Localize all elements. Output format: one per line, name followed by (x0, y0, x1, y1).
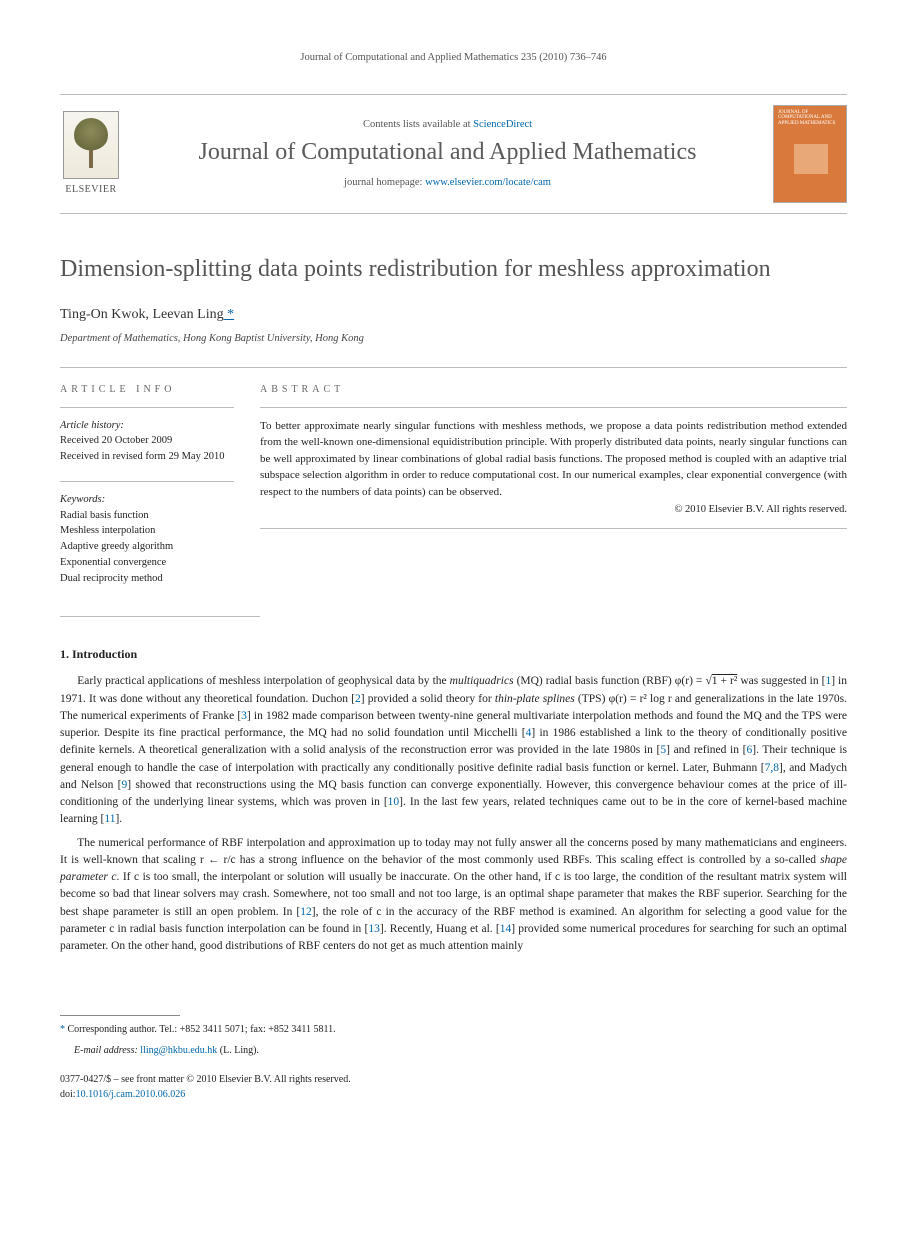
sciencedirect-link[interactable]: ScienceDirect (473, 119, 532, 130)
divider (260, 407, 847, 408)
elsevier-tree-icon (63, 111, 119, 179)
text: The numerical performance of RBF interpo… (60, 837, 847, 866)
keyword: Exponential convergence (60, 555, 234, 571)
publisher-logo: ELSEVIER (60, 105, 130, 203)
corr-author-text: Corresponding author. Tel.: +852 3411 50… (68, 1024, 336, 1035)
front-matter-line: 0377-0427/$ – see front matter © 2010 El… (60, 1072, 847, 1087)
corresponding-author-footnote: * Corresponding author. Tel.: +852 3411 … (60, 1022, 847, 1037)
ref-14-link[interactable]: 14 (500, 923, 512, 935)
ref-11-link[interactable]: 11 (104, 813, 115, 825)
homepage-pre: journal homepage: (344, 177, 425, 188)
text: ] provided a solid theory for (361, 693, 495, 705)
contents-available-line: Contents lists available at ScienceDirec… (138, 117, 757, 133)
authors-names: Ting-On Kwok, Leevan Ling (60, 307, 224, 322)
cover-title-text: JOURNAL OF COMPUTATIONAL AND APPLIED MAT… (778, 110, 842, 127)
article-history-block: Article history: Received 20 October 200… (60, 418, 234, 465)
cover-graphic-icon (794, 144, 828, 174)
abstract-head: ABSTRACT (260, 382, 847, 397)
abstract-text: To better approximate nearly singular fu… (260, 418, 847, 501)
info-abstract-row: ARTICLE INFO Article history: Received 2… (60, 382, 847, 603)
intro-paragraph-2: The numerical performance of RBF interpo… (60, 835, 847, 956)
journal-cover-thumb: JOURNAL OF COMPUTATIONAL AND APPLIED MAT… (765, 105, 847, 203)
footnote-divider (60, 1015, 180, 1016)
ref-13-link[interactable]: 13 (368, 923, 380, 935)
intro-paragraph-1: Early practical applications of meshless… (60, 673, 847, 828)
doi-block: 0377-0427/$ – see front matter © 2010 El… (60, 1072, 847, 1102)
ref-10-link[interactable]: 10 (388, 796, 400, 808)
term-tps: thin-plate splines (495, 693, 575, 705)
corresponding-author-mark[interactable]: * (224, 307, 235, 322)
divider (60, 367, 847, 368)
article-title: Dimension-splitting data points redistri… (60, 254, 847, 284)
term-multiquadrics: multiquadrics (450, 675, 514, 687)
keywords-block: Keywords: Radial basis function Meshless… (60, 492, 234, 587)
email-footnote: E-mail address: lling@hkbu.edu.hk (L. Li… (60, 1043, 847, 1058)
divider (260, 528, 847, 529)
affiliation: Department of Mathematics, Hong Kong Bap… (60, 331, 847, 347)
abstract-copyright: © 2010 Elsevier B.V. All rights reserved… (260, 502, 847, 518)
text: ]. (115, 813, 122, 825)
keyword: Radial basis function (60, 508, 234, 524)
text: ]. Recently, Huang et al. [ (380, 923, 500, 935)
authors-line: Ting-On Kwok, Leevan Ling * (60, 304, 847, 325)
masthead-center: Contents lists available at ScienceDirec… (130, 105, 765, 203)
email-label: E-mail address: (74, 1045, 138, 1056)
journal-masthead: ELSEVIER Contents lists available at Sci… (60, 94, 847, 214)
section-1-title: 1. Introduction (60, 645, 847, 663)
divider (60, 616, 260, 617)
text: ] and refined in [ (666, 744, 746, 756)
contents-available-pre: Contents lists available at (363, 119, 473, 130)
text: (MQ) radial basis function (RBF) φ(r) = (514, 675, 706, 687)
text: Early practical applications of meshless… (77, 675, 449, 687)
keywords-heading: Keywords: (60, 492, 234, 508)
publisher-brand: ELSEVIER (65, 182, 116, 197)
text: was suggested in [ (737, 675, 825, 687)
doi-link[interactable]: 10.1016/j.cam.2010.06.026 (76, 1089, 186, 1100)
divider (60, 407, 234, 408)
homepage-link[interactable]: www.elsevier.com/locate/cam (425, 177, 551, 188)
email-link[interactable]: lling@hkbu.edu.hk (140, 1045, 217, 1056)
divider (60, 481, 234, 482)
keyword: Adaptive greedy algorithm (60, 539, 234, 555)
running-head: Journal of Computational and Applied Mat… (60, 50, 847, 66)
keyword: Meshless interpolation (60, 523, 234, 539)
cover-image: JOURNAL OF COMPUTATIONAL AND APPLIED MAT… (773, 105, 847, 203)
article-info-column: ARTICLE INFO Article history: Received 2… (60, 382, 260, 603)
history-received: Received 20 October 2009 (60, 433, 234, 449)
journal-homepage-line: journal homepage: www.elsevier.com/locat… (138, 175, 757, 191)
abstract-column: ABSTRACT To better approximate nearly si… (260, 382, 847, 603)
ref-7-8-link[interactable]: 7,8 (765, 762, 779, 774)
article-info-head: ARTICLE INFO (60, 382, 234, 397)
footnote-star-icon: * (60, 1024, 68, 1035)
ref-12-link[interactable]: 12 (300, 906, 312, 918)
doi-line: doi:10.1016/j.cam.2010.06.026 (60, 1087, 847, 1102)
history-revised: Received in revised form 29 May 2010 (60, 449, 234, 465)
doi-label: doi: (60, 1089, 76, 1100)
journal-name: Journal of Computational and Applied Mat… (138, 138, 757, 167)
history-heading: Article history: (60, 418, 234, 434)
email-paren: (L. Ling). (217, 1045, 259, 1056)
math-sqrt: 1 + r² (712, 675, 738, 687)
keyword: Dual reciprocity method (60, 571, 234, 587)
